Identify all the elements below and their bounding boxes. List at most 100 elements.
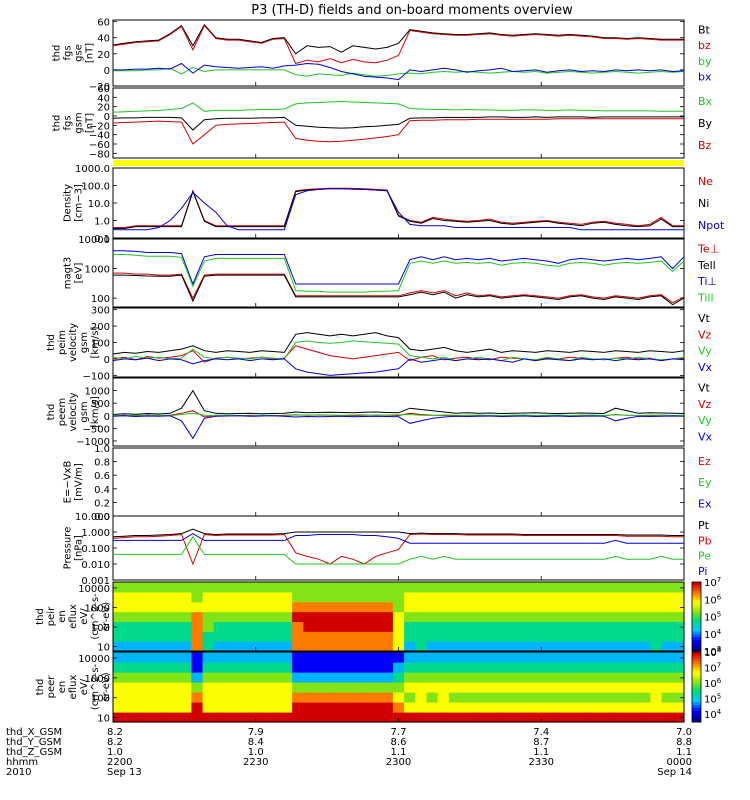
- spectrogram-cell: [280, 611, 293, 623]
- x-axis-row-label: thd_Y_GSM: [6, 737, 61, 748]
- spectrogram-cell: [460, 702, 472, 713]
- spectrogram-cell: [370, 601, 383, 613]
- spectrogram-cell: [236, 621, 248, 632]
- spectrogram-cell: [672, 682, 685, 693]
- spectrogram-cell: [516, 591, 528, 603]
- spectrogram-cell: [157, 712, 170, 723]
- spectrogram-cell: [157, 652, 170, 663]
- spectrogram-cell: [325, 702, 338, 713]
- spectrogram-cell: [471, 631, 484, 642]
- spectrogram-cell: [370, 611, 383, 623]
- spectrogram-cell: [314, 682, 327, 693]
- spectrogram-cell: [168, 702, 181, 713]
- spectrogram-cell: [113, 631, 125, 642]
- spectrogram-cell: [258, 682, 271, 693]
- spectrogram-cell: [516, 611, 528, 623]
- colorbar-segment: [692, 602, 701, 606]
- spectrogram-cell: [392, 631, 405, 642]
- spectrogram-cell: [448, 591, 461, 603]
- spectrogram-cell: [504, 682, 517, 693]
- spectrogram-cell: [404, 692, 416, 703]
- spectrogram-cell: [639, 652, 652, 663]
- spectrogram-cell: [135, 621, 148, 632]
- spectrogram-cell: [527, 591, 540, 603]
- spectrogram-cell: [404, 712, 416, 723]
- spectrogram-cell: [348, 702, 360, 713]
- spectrogram-cell: [639, 682, 652, 693]
- spectrogram-cell: [594, 652, 607, 663]
- spectrogram-cell: [157, 582, 170, 593]
- spectrogram-cell: [146, 621, 159, 632]
- spectrogram-cell: [572, 682, 584, 693]
- spectrogram-cell: [493, 702, 506, 713]
- spectrogram-cell: [180, 672, 192, 683]
- colorbar-segment: [692, 645, 701, 649]
- spectrogram-cell: [113, 692, 125, 703]
- spectrogram-cell: [258, 611, 271, 623]
- legend-label: Bx: [698, 95, 713, 108]
- spectrogram-cell: [191, 641, 204, 652]
- spectrogram-cell: [460, 621, 472, 632]
- spectrogram-cell: [359, 712, 372, 723]
- spectrogram-cell: [493, 682, 506, 693]
- spectrogram-cell: [113, 702, 125, 713]
- spectrogram-cell: [381, 601, 394, 613]
- spectrogram-cell: [516, 582, 528, 593]
- spectrogram-cell: [549, 692, 562, 703]
- y-tick-label: 20: [97, 103, 110, 114]
- y-tick-label: 0: [104, 112, 110, 123]
- legend-label: bz: [698, 39, 711, 52]
- spectrogram-cell: [191, 702, 204, 713]
- spectrogram-cell: [292, 641, 304, 652]
- x-axis-tick-label: 7.0: [676, 727, 692, 738]
- spectrogram-cell: [482, 611, 495, 623]
- spectrogram-cell: [404, 582, 416, 593]
- legend-label: Ne: [698, 175, 713, 188]
- spectrogram-cell: [224, 582, 237, 593]
- colorbar-segment: [692, 625, 701, 629]
- spectrogram-cell: [616, 652, 629, 663]
- spectrogram-cell: [348, 631, 360, 642]
- y-axis-label: fgs: [63, 115, 74, 130]
- y-axis-label: thd: [52, 115, 63, 132]
- spectrogram-cell: [583, 591, 596, 603]
- spectrogram-cell: [224, 601, 237, 613]
- colorbar-segment: [692, 684, 701, 688]
- spectrogram-cell: [180, 582, 192, 593]
- spectrogram-cell: [404, 601, 416, 613]
- spectrogram-cell: [336, 662, 349, 673]
- y-tick-label: 20: [97, 50, 110, 61]
- spectrogram-cell: [168, 672, 181, 683]
- spectrogram-cell: [538, 582, 551, 593]
- spectrogram-cell: [224, 712, 237, 723]
- spectrogram-cell: [549, 712, 562, 723]
- spectrogram-cell: [359, 641, 372, 652]
- y-tick-label: 10000: [78, 584, 110, 595]
- spectrogram-cell: [460, 672, 472, 683]
- spectrogram-cell: [202, 702, 215, 713]
- spectrogram-cell: [527, 672, 540, 683]
- spectrogram-cell: [672, 631, 685, 642]
- spectrogram-cell: [538, 672, 551, 683]
- spectrogram-cell: [124, 702, 136, 713]
- y-axis-label: en: [57, 610, 68, 623]
- spectrogram-cell: [538, 591, 551, 603]
- spectrogram-cell: [168, 692, 181, 703]
- spectrogram-cell: [650, 621, 663, 632]
- status-bar-yellow: [113, 160, 684, 166]
- colorbar-segment: [692, 719, 701, 723]
- y-tick-label: 200: [91, 322, 110, 333]
- legend-label: Vy: [698, 414, 712, 427]
- spectrogram-cell: [213, 692, 226, 703]
- spectrogram-cell: [359, 601, 372, 613]
- spectrogram-cell: [236, 641, 248, 652]
- spectrogram-cell: [415, 662, 428, 673]
- spectrogram-cell: [180, 621, 192, 632]
- spectrogram-cell: [493, 692, 506, 703]
- x-axis-tick-label: Sep 13: [107, 767, 142, 778]
- y-axis-label: gsm: [79, 401, 90, 422]
- spectrogram-cell: [292, 682, 304, 693]
- spectrogram-cell: [639, 601, 652, 613]
- series-line-vx: [112, 415, 685, 440]
- y-tick-label: 10000: [78, 654, 110, 665]
